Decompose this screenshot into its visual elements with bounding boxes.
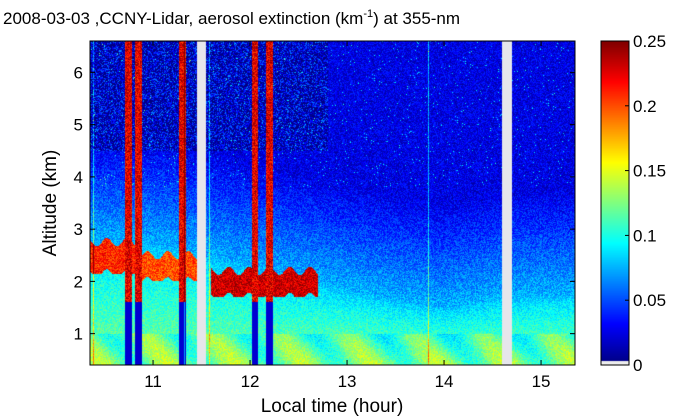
y-axis-label: Altitude (km) [40, 150, 61, 257]
colorbar-tick-label: 0.1 [633, 226, 657, 245]
y-tick-label: 5 [74, 116, 83, 135]
y-tick-label: 1 [74, 325, 83, 344]
chart-title-prefix: 2008-03-03 ,CCNY-Lidar, aerosol extincti… [3, 9, 363, 28]
y-tick-label: 6 [74, 63, 83, 82]
x-tick-label: 12 [241, 372, 260, 391]
colorbar-tick-label: 0.25 [633, 32, 666, 51]
chart-title-suffix: ) at 355-nm [373, 9, 460, 28]
y-tick-label: 2 [74, 272, 83, 291]
x-tick-label: 15 [532, 372, 551, 391]
colorbar-tick-label: 0 [633, 356, 642, 375]
colorbar-tick-label: 0.2 [633, 97, 657, 116]
x-tick-label: 14 [435, 372, 454, 391]
colorbar-frame [600, 40, 630, 366]
colorbar-ticks: 0 0.05 0.1 0.15 0.2 0.25 [625, 32, 666, 375]
plot-frame [89, 40, 576, 366]
colorbar-gradient [601, 41, 629, 365]
y-tick-label: 4 [74, 168, 83, 187]
y-axis-ticks: 1 2 3 4 5 6 [74, 63, 575, 344]
colorbar [601, 41, 629, 365]
colorbar-tick-label: 0.05 [633, 291, 666, 310]
extinction-heatmap [90, 41, 575, 365]
chart-title: 2008-03-03 ,CCNY-Lidar, aerosol extincti… [3, 8, 460, 28]
chart-title-superscript: -1 [363, 8, 373, 20]
y-tick-label: 3 [74, 220, 83, 239]
x-axis-label: Local time (hour) [261, 396, 404, 417]
x-tick-label: 13 [338, 372, 357, 391]
plot-area [90, 41, 575, 365]
colorbar-tick-label: 0.15 [633, 162, 666, 181]
x-axis-ticks: 11 12 13 14 15 [144, 41, 551, 391]
x-tick-label: 11 [144, 372, 162, 391]
